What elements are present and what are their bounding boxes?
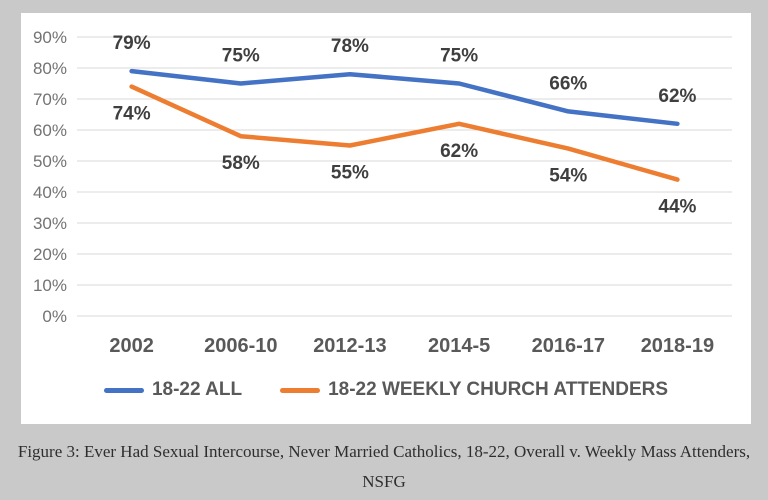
figure-caption-line1: Figure 3: Ever Had Sexual Intercourse, N… bbox=[17, 442, 751, 461]
chart-legend: 18-22 ALL 18-22 WEEKLY CHURCH ATTENDERS bbox=[21, 376, 751, 404]
x-axis-tick-label: 2016-17 bbox=[532, 335, 605, 357]
data-label: 62% bbox=[440, 141, 478, 162]
figure-caption-line2: NSFG bbox=[362, 472, 406, 491]
y-axis-tick-label: 0% bbox=[42, 307, 67, 326]
y-axis-tick-label: 40% bbox=[33, 183, 67, 202]
data-label: 58% bbox=[222, 153, 260, 174]
x-axis-tick-label: 2002 bbox=[109, 335, 154, 357]
legend-label: 18-22 WEEKLY CHURCH ATTENDERS bbox=[328, 379, 669, 400]
data-label: 79% bbox=[113, 33, 151, 54]
figure-caption: Figure 3: Ever Had Sexual Intercourse, N… bbox=[0, 437, 768, 497]
series-line-0 bbox=[129, 68, 680, 127]
y-axis-tick-label: 70% bbox=[33, 90, 67, 109]
chart-plot: 0% 10% 20% 30% 40% 50% 60% 70% 80% 90% 79% 75% 78% 75… bbox=[33, 28, 732, 357]
y-axis-tick-label: 60% bbox=[33, 121, 67, 140]
data-label: 54% bbox=[549, 166, 587, 187]
series-line-1 bbox=[129, 84, 680, 182]
x-axis-tick-label: 2018-19 bbox=[641, 335, 714, 357]
data-label: 75% bbox=[222, 46, 260, 67]
x-axis-tick-label: 2012-13 bbox=[313, 335, 386, 357]
y-axis-tick-label: 80% bbox=[33, 59, 67, 78]
y-axis-tick-label: 50% bbox=[33, 152, 67, 171]
data-label: 74% bbox=[113, 104, 151, 125]
y-axis-tick-label: 20% bbox=[33, 245, 67, 264]
data-label: 55% bbox=[331, 163, 369, 184]
data-label: 44% bbox=[658, 197, 696, 218]
x-axis-tick-label: 2006-10 bbox=[204, 335, 277, 357]
chart-area: 0% 10% 20% 30% 40% 50% 60% 70% 80% 90% 79% 75% 78% 75… bbox=[21, 13, 751, 424]
data-label: 62% bbox=[658, 86, 696, 107]
legend-item: 18-22 ALL bbox=[103, 379, 243, 401]
y-axis-tick-label: 30% bbox=[33, 214, 67, 233]
x-axis-tick-label: 2014-5 bbox=[428, 335, 490, 357]
legend-swatch bbox=[103, 387, 144, 393]
data-label: 66% bbox=[549, 73, 587, 94]
y-axis-tick-label: 10% bbox=[33, 276, 67, 295]
data-label: 75% bbox=[440, 46, 478, 67]
legend-label: 18-22 ALL bbox=[151, 379, 243, 400]
data-label: 78% bbox=[331, 36, 369, 57]
legend-item: 18-22 WEEKLY CHURCH ATTENDERS bbox=[280, 379, 668, 401]
y-axis-tick-label: 90% bbox=[33, 28, 67, 47]
legend-swatch bbox=[280, 387, 321, 393]
